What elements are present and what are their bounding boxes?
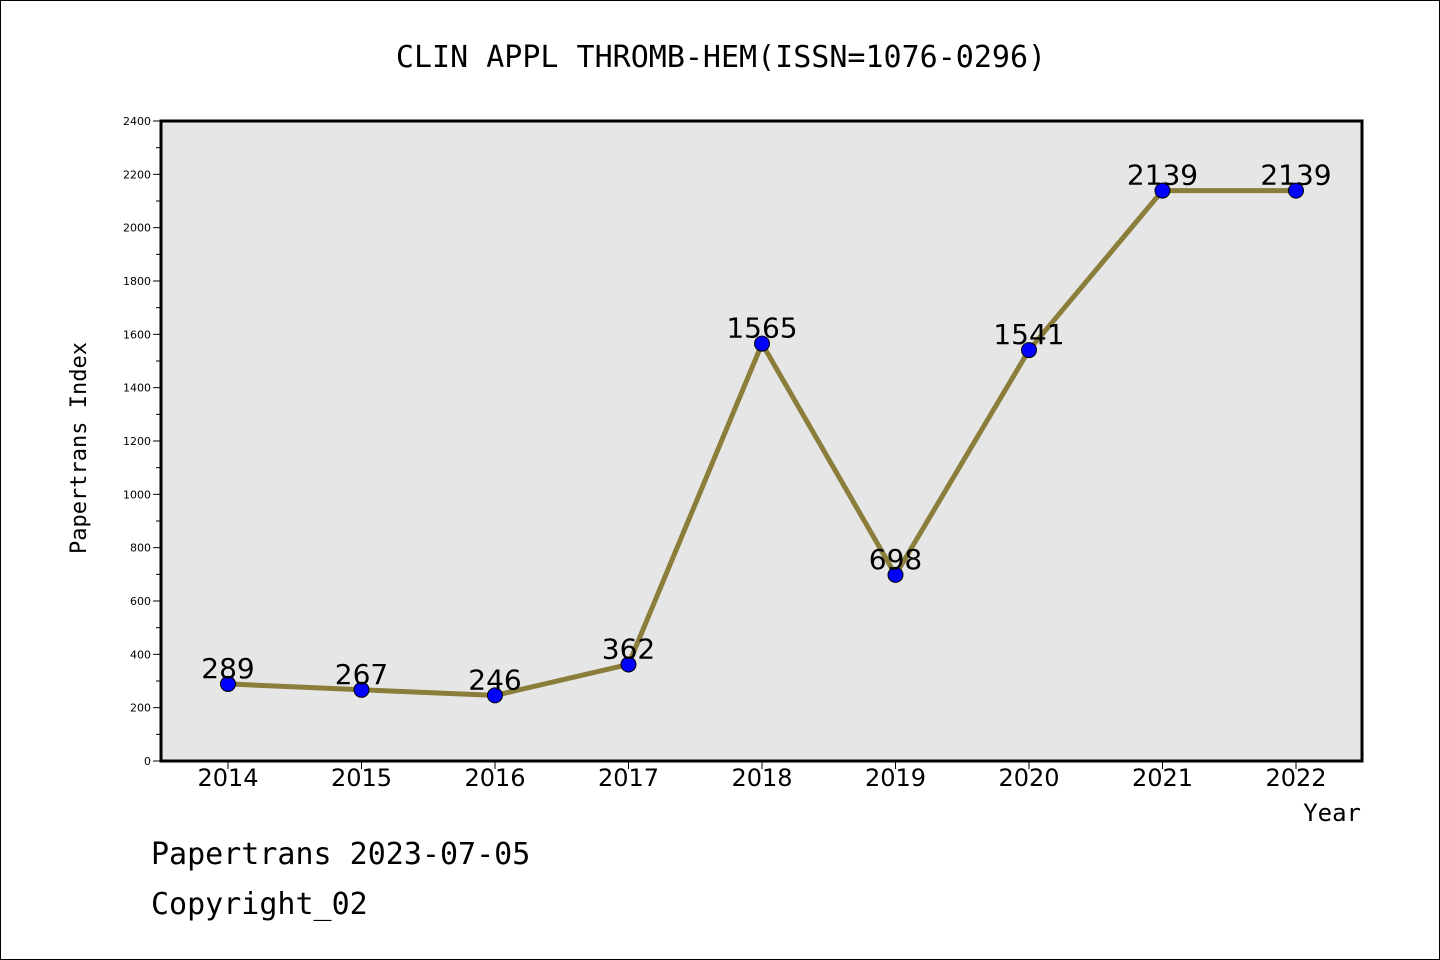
y-tick-label: 1000 [123, 488, 151, 501]
data-label: 1565 [726, 312, 797, 345]
y-tick-label: 0 [144, 755, 151, 768]
y-tick-label: 2400 [123, 115, 151, 128]
data-point [620, 656, 637, 673]
x-tick-label: 2021 [1132, 764, 1193, 792]
axis-ticks: 0 200 400 600 800 1000 1200 1400 1600 1800 2000 220… [123, 115, 1327, 792]
data-point [1021, 342, 1037, 359]
data-label: 2139 [1127, 159, 1198, 192]
y-tick-label: 1800 [123, 275, 151, 288]
y-tick-label: 600 [130, 595, 151, 608]
y-tick-label: 1400 [123, 382, 151, 395]
plot-area [159, 119, 1364, 763]
y-tick-label: 800 [130, 542, 151, 555]
data-label: 362 [602, 632, 655, 665]
data-label: 1541 [993, 318, 1064, 351]
data-point [487, 687, 503, 704]
y-tick-label: 2200 [123, 168, 151, 181]
data-label: 246 [468, 663, 521, 696]
data-point [1288, 182, 1304, 199]
data-label: 698 [869, 543, 922, 576]
data-label: 2139 [1260, 159, 1331, 192]
x-tick-label: 2017 [598, 764, 659, 792]
data-label: 267 [335, 658, 388, 691]
y-tick-label: 400 [130, 648, 151, 661]
y-tick-label: 2000 [123, 222, 151, 235]
y-tick-label: 1600 [123, 328, 151, 341]
footer-copyright: Copyright_02 [151, 887, 368, 922]
x-tick-label: 2016 [464, 764, 525, 792]
x-tick-label: 2014 [197, 764, 258, 792]
x-tick-label: 2018 [731, 764, 792, 792]
x-tick-label: 2015 [331, 764, 392, 792]
x-tick-label: 2019 [865, 764, 926, 792]
y-axis-label: Papertrans Index [67, 342, 92, 554]
x-tick-label: 2020 [998, 764, 1059, 792]
y-tick-label: 1200 [123, 435, 151, 448]
data-point [353, 681, 370, 698]
x-tick-label: 2022 [1265, 764, 1326, 792]
chart-title: CLIN APPL THROMB-HEM(ISSN=1076-0296) [396, 40, 1046, 75]
series-group: 289 267 246 362 1565 698 1541 2139 2139 [201, 159, 1332, 704]
footer-date: Papertrans 2023-07-05 [151, 837, 531, 872]
data-point [754, 335, 770, 352]
data-point [887, 566, 904, 583]
data-label: 289 [201, 652, 254, 685]
data-point [1154, 182, 1171, 199]
y-tick-label: 200 [130, 702, 151, 715]
data-point [220, 675, 236, 692]
x-axis-label: Year [1303, 799, 1361, 827]
